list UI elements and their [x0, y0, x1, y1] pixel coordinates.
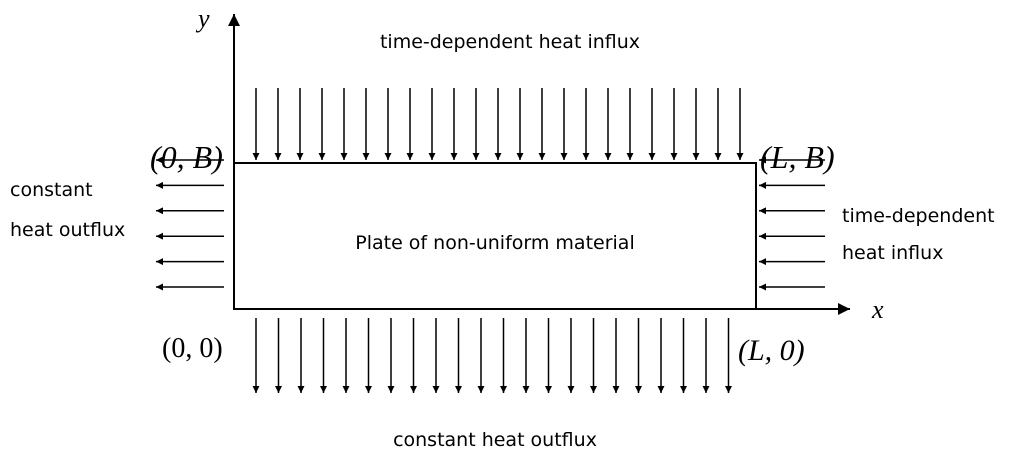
top-boundary-label: time-dependent heat influx — [380, 31, 640, 53]
corner-label: (0, B) — [150, 139, 223, 175]
x-axis-label: x — [871, 295, 884, 324]
bottom-boundary-label: constant heat outflux — [393, 429, 597, 451]
right-boundary-label: heat influx — [842, 242, 943, 264]
corner-label: (L, 0) — [738, 334, 805, 367]
corner-label: (L, B) — [760, 139, 835, 175]
right-boundary-label: time-dependent — [842, 205, 995, 227]
corner-label: (0, 0) — [162, 333, 223, 364]
y-axis-label: y — [195, 4, 210, 33]
flux-arrows — [156, 88, 825, 393]
plate-label: Plate of non-uniform material — [355, 232, 634, 254]
left-boundary-label: constant — [10, 179, 93, 201]
left-boundary-label: heat outflux — [10, 219, 125, 241]
